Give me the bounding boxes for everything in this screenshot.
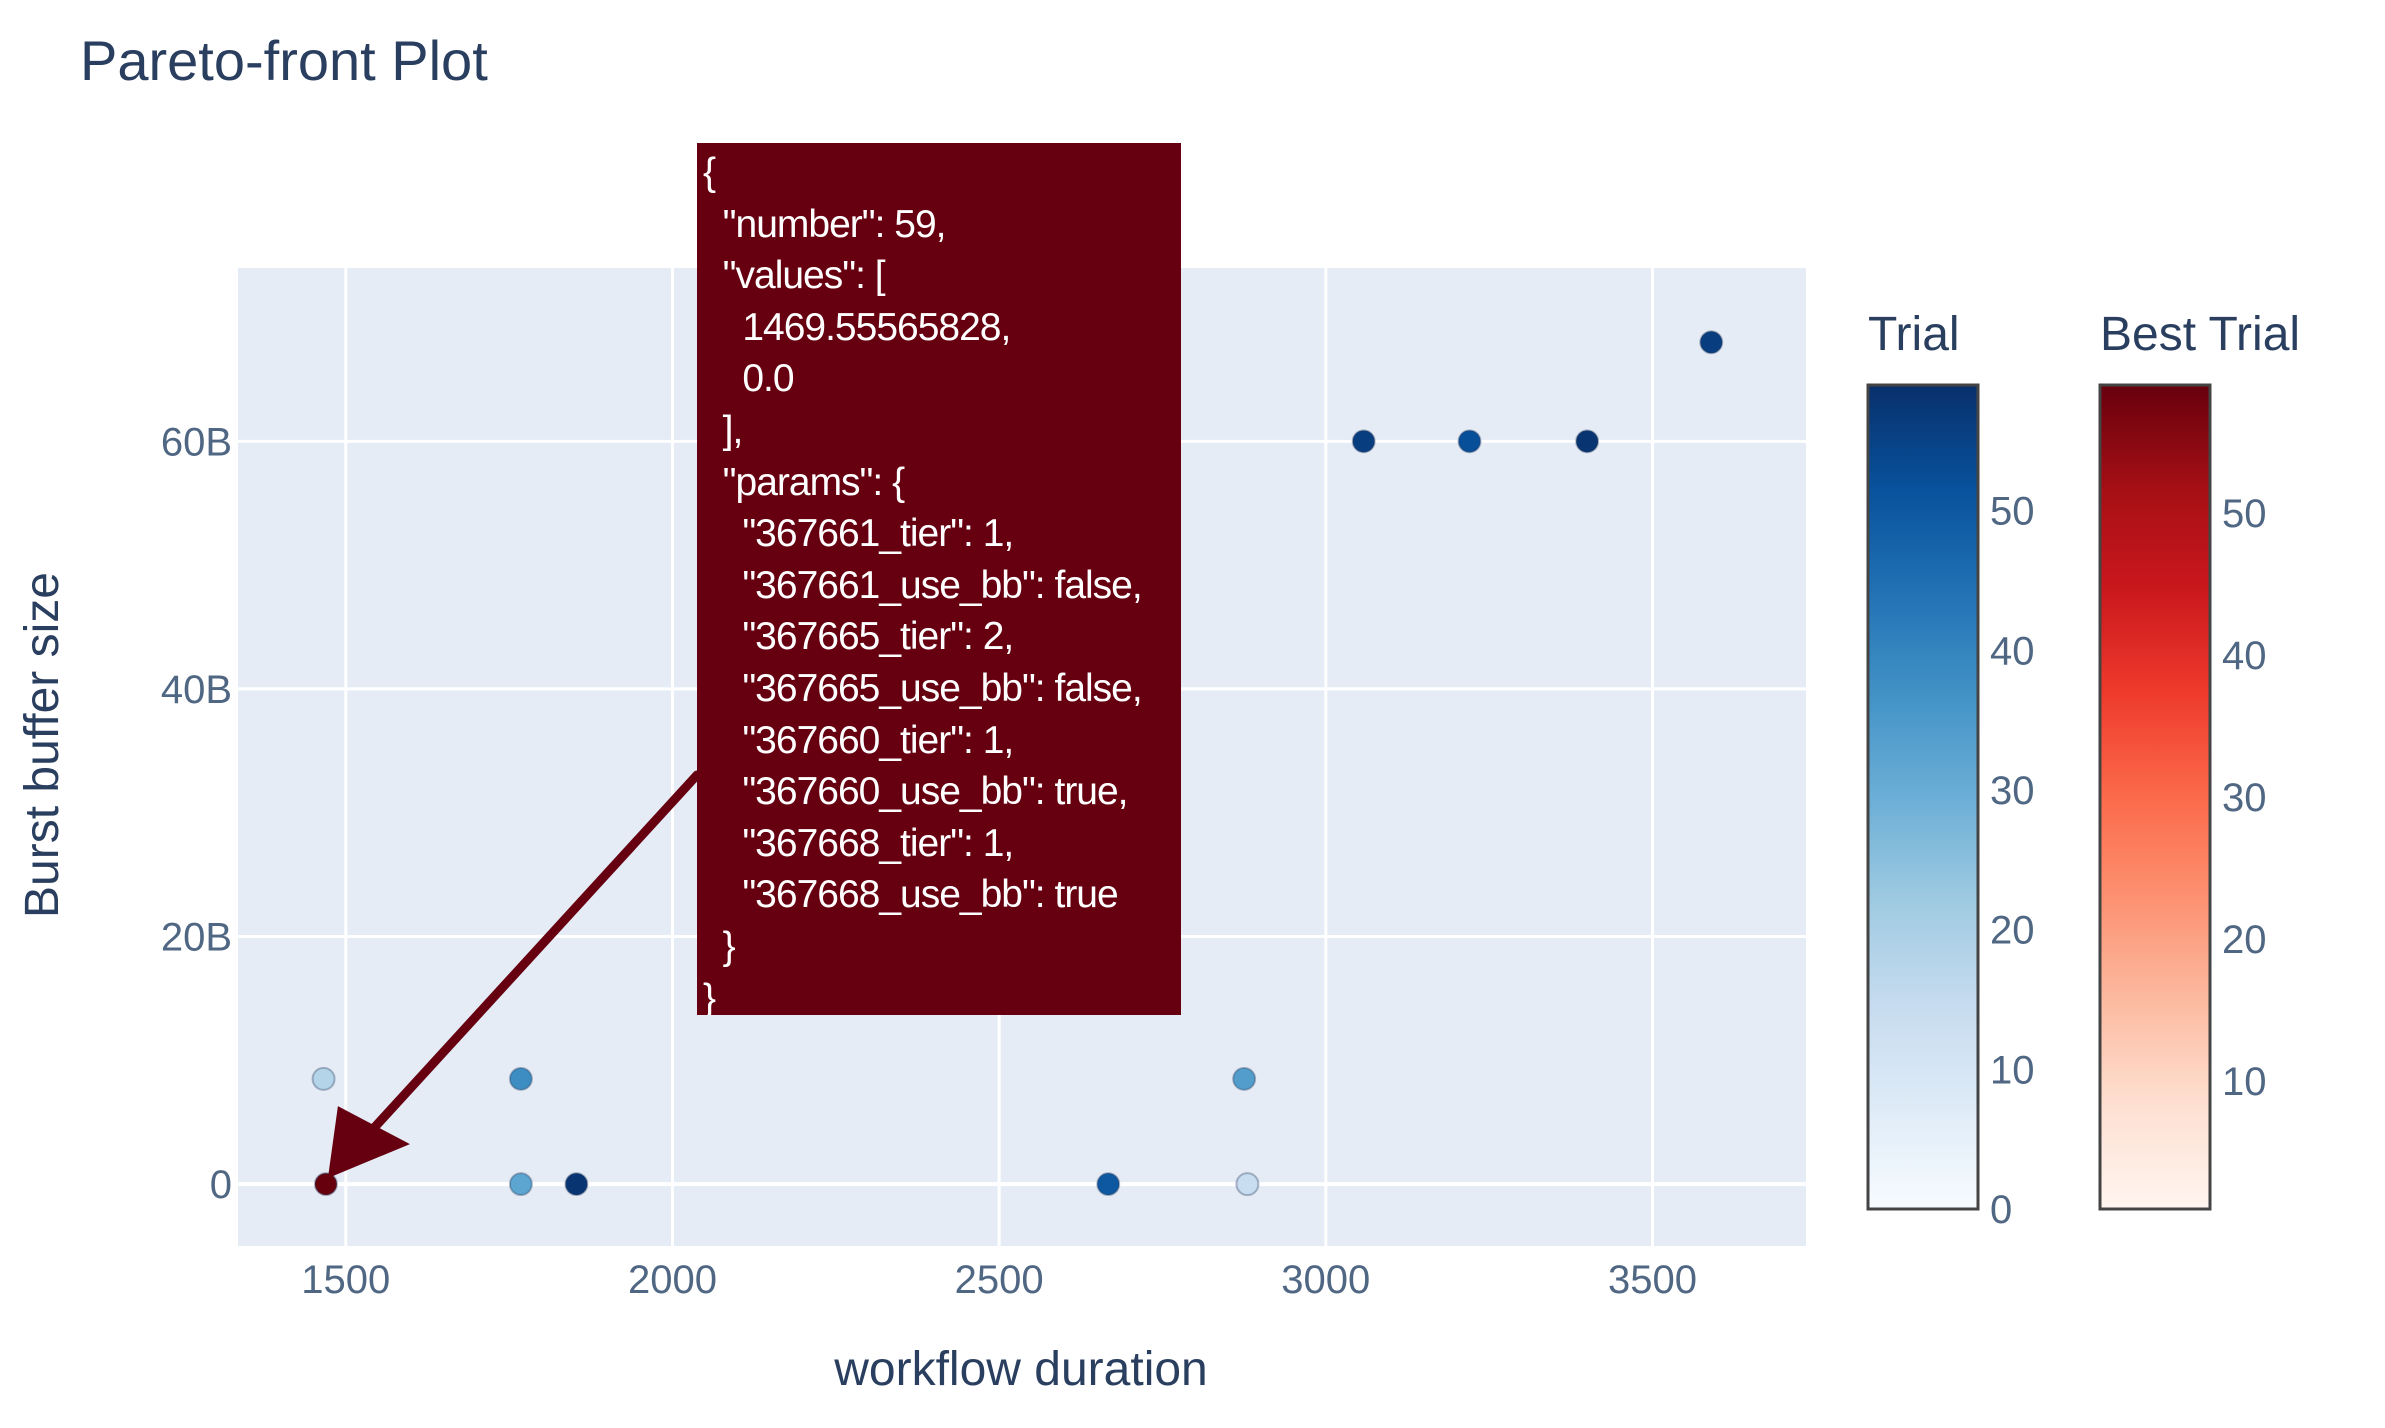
x-axis-label: workflow duration xyxy=(833,1343,1208,1396)
data-points[interactable] xyxy=(311,330,1724,1197)
trial-point xyxy=(1351,429,1376,454)
arrow-head xyxy=(327,1106,410,1179)
colorbar-tick-label: 20 xyxy=(2222,918,2267,962)
trial-point xyxy=(1699,330,1724,355)
x-tick-label: 2000 xyxy=(628,1258,717,1302)
y-tick-label: 20B xyxy=(161,916,232,960)
colorbar-tick-label: 50 xyxy=(2222,492,2267,536)
x-tick-label: 3500 xyxy=(1608,1258,1697,1302)
colorbar-tick-label: 10 xyxy=(2222,1060,2267,1104)
trial-point xyxy=(1575,429,1600,454)
trial-point xyxy=(1235,1172,1260,1197)
best-trial-colorbar: Best Trial 10 20 30 40 50 xyxy=(2098,308,2300,1211)
colorbar-tick-label: 30 xyxy=(2222,776,2267,820)
colorbar-title: Trial xyxy=(1868,308,1960,361)
colorbar-tick-label: 10 xyxy=(1990,1048,2035,1092)
colorbar-tick-label: 0 xyxy=(1990,1188,2012,1232)
trial-colorbar: Trial 0 10 20 30 40 50 xyxy=(1866,308,2035,1232)
x-tick-label: 1500 xyxy=(301,1258,390,1302)
best-trial-point xyxy=(313,1172,338,1197)
trial-point xyxy=(1232,1066,1257,1091)
y-tick-label: 0 xyxy=(210,1163,232,1207)
trial-point xyxy=(564,1172,589,1197)
colorbar-tick-label: 50 xyxy=(1990,490,2035,534)
arrow-shaft xyxy=(347,770,702,1157)
x-axis-ticks: 1500 2000 2500 3000 3500 xyxy=(301,1258,1697,1302)
y-tick-label: 60B xyxy=(161,420,232,464)
trial-point xyxy=(508,1066,533,1091)
y-axis-label: Burst buffer size xyxy=(16,572,69,918)
chart-title: Pareto-front Plot xyxy=(80,29,488,92)
trial-point xyxy=(1457,429,1482,454)
trial-point xyxy=(508,1172,533,1197)
colorbar-gradient xyxy=(2098,383,2212,1211)
y-tick-label: 40B xyxy=(161,668,232,712)
colorbar-tick-label: 40 xyxy=(2222,634,2267,678)
x-tick-label: 2500 xyxy=(955,1258,1044,1302)
colorbar-gradient xyxy=(1866,383,1980,1211)
colorbar-title: Best Trial xyxy=(2100,308,2300,361)
colorbar-tick-label: 40 xyxy=(1990,629,2035,673)
colorbar-tick-label: 20 xyxy=(1990,909,2035,953)
trial-point xyxy=(311,1066,336,1091)
y-axis-ticks: 0 20B 40B 60B xyxy=(161,420,232,1207)
trial-point xyxy=(1096,1172,1121,1197)
colorbar-tick-label: 30 xyxy=(1990,769,2035,813)
tooltip-arrow xyxy=(327,770,702,1179)
hover-tooltip: { "number": 59, "values": [ 1469.5556582… xyxy=(697,143,1181,1015)
x-tick-label: 3000 xyxy=(1281,1258,1370,1302)
